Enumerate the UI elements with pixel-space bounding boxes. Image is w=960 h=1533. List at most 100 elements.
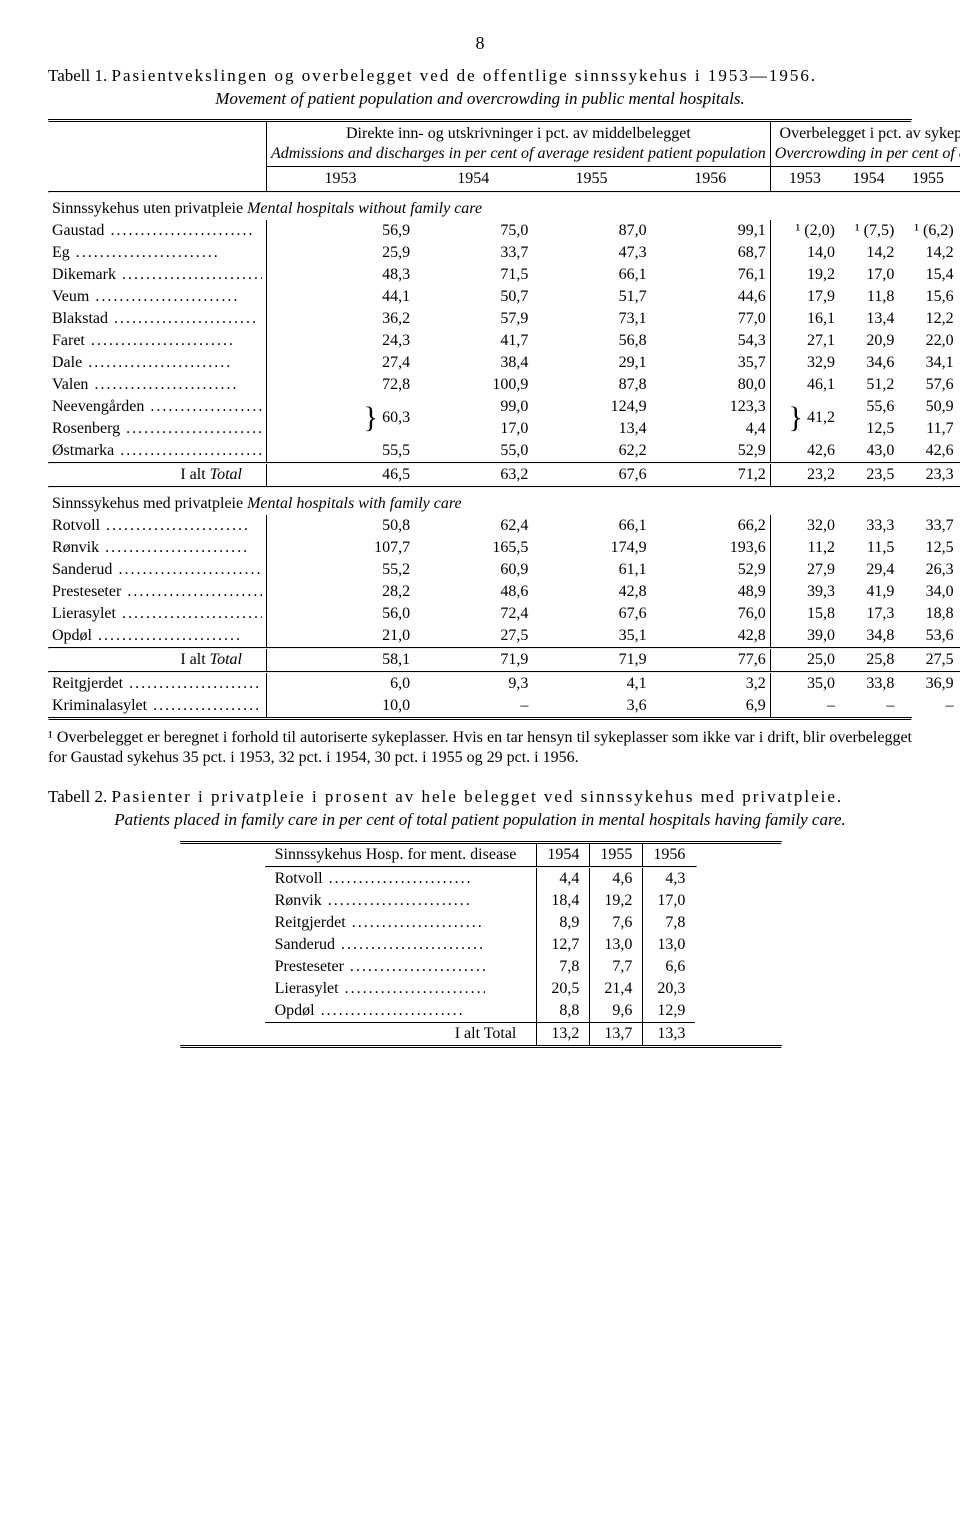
cell: 20,5	[537, 978, 590, 1000]
cell: 41,7	[414, 330, 532, 352]
cell: 9,3	[414, 673, 532, 695]
cell: 71,9	[414, 649, 532, 671]
row-label: Sanderud	[48, 559, 267, 581]
cell: 15,4	[898, 264, 957, 286]
cell: 13,2	[537, 1022, 590, 1045]
table2-subtitle: Patients placed in family care in per ce…	[48, 809, 912, 830]
cell: 9,6	[590, 1000, 643, 1023]
table1-title-text: Pasientvekslingen og overbelegget ved de…	[111, 66, 817, 85]
cell: 39,0	[770, 625, 839, 647]
table-row: Veum44,150,751,744,617,911,815,616,2	[48, 286, 960, 308]
cell: 51,7	[532, 286, 650, 308]
row-label: Eg	[48, 242, 267, 264]
cell: 99,1	[651, 220, 771, 242]
cell: 12,5	[839, 418, 898, 440]
year-header: 1955	[590, 844, 643, 866]
cell: 56,8	[532, 330, 650, 352]
table1-colgroup-left-1: Direkte inn- og utskrivninger i pct. av …	[271, 124, 766, 144]
cell: 4,4	[651, 418, 771, 440]
page-number: 8	[48, 32, 912, 55]
cell: 42,6	[770, 440, 839, 462]
cell: 63,2	[414, 464, 532, 486]
cell: 25,0	[770, 649, 839, 671]
table-row: Neevengården} 60,399,0124,9123,3} 41,255…	[48, 396, 960, 418]
cell: 7,8	[643, 912, 696, 934]
row-label: Reitgjerdet	[265, 912, 537, 934]
cell: 52,9	[651, 440, 771, 462]
row-label: Rønvik	[265, 890, 537, 912]
cell: 10,0	[267, 695, 415, 717]
cell: 13,0	[643, 934, 696, 956]
cell: 55,6	[839, 396, 898, 418]
table-row: Rotvoll50,862,466,166,232,033,333,734,0	[48, 515, 960, 537]
year-header: 1953	[770, 167, 839, 192]
cell: 17,0	[643, 890, 696, 912]
cell: 71,5	[414, 264, 532, 286]
cell: 174,9	[532, 537, 650, 559]
row-label: Rønvik	[48, 537, 267, 559]
cell: 50,8	[267, 515, 415, 537]
cell: 62,4	[414, 515, 532, 537]
table-row: Presteseter28,248,642,848,939,341,934,04…	[48, 581, 960, 603]
cell: 21,0	[267, 625, 415, 647]
cell: 42,8	[651, 625, 771, 647]
cell: } 41,2	[770, 396, 839, 440]
row-label: Østmarka	[48, 440, 267, 462]
cell: 27,4	[267, 352, 415, 374]
cell: 46,5	[267, 464, 415, 486]
cell: 12,5	[898, 537, 957, 559]
cell: 35,0	[770, 673, 839, 695]
table-row: Lierasylet20,521,420,3	[265, 978, 696, 1000]
cell: 17,9	[770, 286, 839, 308]
cell: 73,1	[532, 308, 650, 330]
cell: 80,0	[651, 374, 771, 396]
cell: 53,6	[898, 625, 957, 647]
cell: ¹ (2,0)	[770, 220, 839, 242]
cell: 72,4	[414, 603, 532, 625]
cell: 66,2	[651, 515, 771, 537]
cell: 165,5	[414, 537, 532, 559]
cell: 46,1	[770, 374, 839, 396]
table-row: Østmarka55,555,062,252,942,643,042,643,0	[48, 440, 960, 462]
cell: 13,3	[643, 1022, 696, 1045]
cell: 36,9	[898, 673, 957, 695]
table2-title: Tabell 2. Pasienter i privatpleie i pros…	[48, 786, 912, 807]
table-row: Gaustad56,975,087,099,1¹ (2,0)¹ (7,5)¹ (…	[48, 220, 960, 242]
table-row: Kriminalasylet10,0–3,66,9––––	[48, 695, 960, 717]
cell: 33,7	[414, 242, 532, 264]
table-row: Reitgjerdet6,09,34,13,235,033,836,935,6	[48, 673, 960, 695]
cell: 34,8	[839, 625, 898, 647]
cell: 193,6	[651, 537, 771, 559]
cell: 25,8	[839, 649, 898, 671]
cell: 24,3	[267, 330, 415, 352]
cell: 42,8	[532, 581, 650, 603]
cell: 3,2	[651, 673, 771, 695]
cell: 47,3	[532, 242, 650, 264]
table-row: Rønvik18,419,217,0	[265, 890, 696, 912]
table-row: Eg25,933,747,368,714,014,214,214,0	[48, 242, 960, 264]
cell: 61,1	[532, 559, 650, 581]
table1-colgroup-right-1: Overbelegget i pct. av sykeplassene	[775, 124, 960, 144]
cell: 22,0	[898, 330, 957, 352]
cell: 77,0	[651, 308, 771, 330]
cell: 52,9	[651, 559, 771, 581]
table1-colgroup-right-2: Overcrowding in per cent of capacity	[775, 144, 960, 164]
cell: 50,7	[414, 286, 532, 308]
table-row: Opdøl21,027,535,142,839,034,853,630,6	[48, 625, 960, 647]
row-label: Rotvoll	[265, 868, 537, 890]
cell: 38,4	[414, 352, 532, 374]
cell: 23,3	[898, 464, 957, 486]
cell: 29,4	[839, 559, 898, 581]
cell: 124,9	[532, 396, 650, 418]
cell: 48,3	[267, 264, 415, 286]
cell: 56,9	[267, 220, 415, 242]
cell: 57,6	[898, 374, 957, 396]
cell: 44,6	[651, 286, 771, 308]
cell: 75,0	[414, 220, 532, 242]
cell: 3,6	[532, 695, 650, 717]
year-header: 1955	[898, 167, 957, 192]
cell: 11,7	[898, 418, 957, 440]
table1-footnote: ¹ Overbelegget er beregnet i forhold til…	[48, 728, 912, 768]
cell: 6,9	[651, 695, 771, 717]
cell: 7,7	[590, 956, 643, 978]
